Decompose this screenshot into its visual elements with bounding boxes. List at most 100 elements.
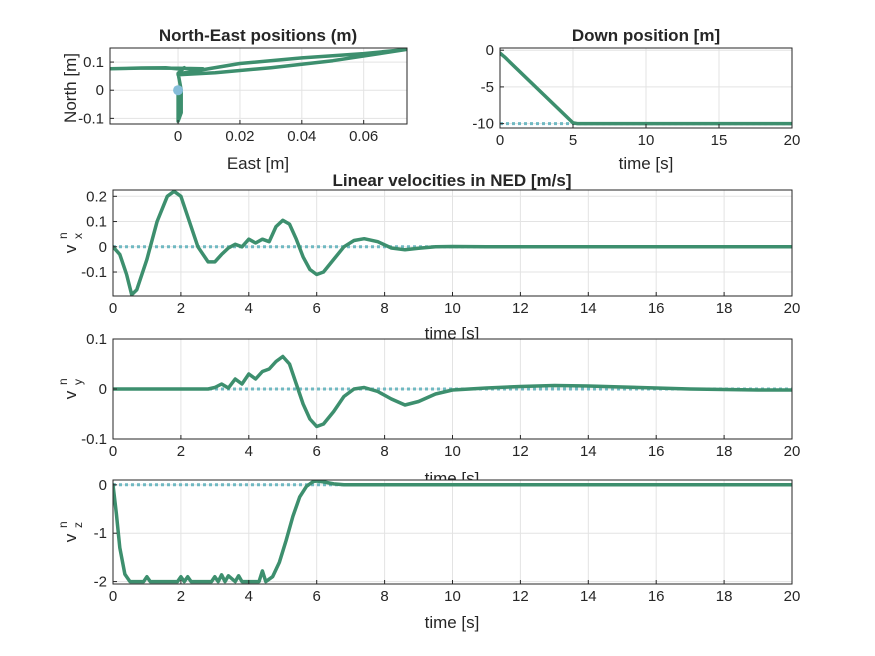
x-axis-label: time [s] — [619, 154, 674, 173]
series-line — [113, 354, 792, 429]
chart-title: Down position [m] — [572, 26, 720, 45]
x-tick-label: 20 — [784, 443, 801, 460]
series-line — [113, 190, 792, 296]
y-axis-label-subscript: z — [71, 522, 85, 528]
x-tick-label: 0 — [496, 132, 504, 149]
x-tick-label: 6 — [313, 588, 321, 605]
x-tick-label: 10 — [444, 588, 461, 605]
y-tick-label: -0.1 — [78, 110, 104, 127]
plot-area — [113, 190, 792, 296]
y-tick-label: -0.1 — [81, 264, 107, 281]
x-tick-label: 4 — [245, 300, 253, 317]
x-tick-label: 14 — [580, 588, 597, 605]
x-axis-label: time [s] — [425, 613, 480, 632]
y-axis-label-superscript: n — [56, 232, 70, 239]
y-tick-label: 0.1 — [86, 331, 107, 348]
y-tick-label: 0.1 — [86, 214, 107, 231]
x-tick-label: 16 — [648, 588, 665, 605]
x-tick-label: 5 — [569, 132, 577, 149]
y-tick-label: -0.1 — [81, 431, 107, 448]
y-tick-labels: 0.1 0 -0.1 — [78, 54, 114, 127]
axes-box — [109, 47, 408, 125]
x-tick-labels: 0 5 10 15 20 — [496, 124, 801, 149]
x-tick-label: 0 — [109, 588, 117, 605]
x-tick-label: 18 — [716, 588, 733, 605]
x-tick-labels: 0 2 4 6 8 10 12 14 16 18 20 — [109, 435, 801, 460]
y-tick-label: 0 — [99, 381, 107, 398]
y-axis-label-base: v — [61, 244, 80, 253]
panel-velocity-z: 0 -1 -2 0 2 4 6 8 10 12 14 16 18 20 time [s] v n z — [56, 477, 800, 632]
plot-area — [113, 354, 792, 429]
x-tick-label: 4 — [245, 443, 253, 460]
y-tick-label: 0 — [99, 477, 107, 494]
plot-area — [110, 48, 407, 123]
x-tick-label: 10 — [444, 300, 461, 317]
y-axis-label-subscript: y — [71, 379, 85, 385]
series-line — [113, 480, 792, 584]
y-tick-label: 0 — [99, 239, 107, 256]
x-tick-label: 0 — [109, 443, 117, 460]
grid — [112, 190, 793, 296]
plot-area — [113, 480, 792, 584]
axes-background — [110, 48, 407, 124]
x-tick-label: 4 — [245, 588, 253, 605]
x-tick-label: 14 — [580, 443, 597, 460]
y-tick-label: 0 — [96, 82, 104, 99]
y-axis-label-superscript: n — [56, 521, 70, 528]
x-tick-label: 18 — [716, 300, 733, 317]
x-tick-label: 6 — [313, 443, 321, 460]
x-tick-label: 0 — [109, 300, 117, 317]
y-tick-label: 0.2 — [86, 188, 107, 205]
x-tick-label: 0 — [174, 128, 182, 145]
x-tick-labels: 0 2 4 6 8 10 12 14 16 18 20 — [109, 292, 801, 317]
y-axis-label: v n x — [56, 232, 85, 253]
chart-title: Linear velocities in NED [m/s] — [332, 171, 571, 190]
x-tick-label: 16 — [648, 443, 665, 460]
x-tick-label: 20 — [784, 300, 801, 317]
x-tick-label: 2 — [177, 300, 185, 317]
x-tick-label: 0.04 — [287, 128, 316, 145]
y-tick-labels: 0.2 0.1 0 -0.1 — [81, 188, 117, 281]
x-tick-label: 12 — [512, 300, 529, 317]
x-tick-label: 2 — [177, 588, 185, 605]
y-tick-label: -10 — [472, 116, 494, 133]
y-tick-label: -5 — [481, 79, 494, 96]
x-tick-label: 12 — [512, 443, 529, 460]
y-axis-label-base: v — [61, 390, 80, 399]
x-axis-label: East [m] — [227, 154, 289, 173]
x-tick-label: 10 — [638, 132, 655, 149]
panel-velocity-y: 0.10-0.1 0 2 4 6 8 10 12 14 16 18 20 time [s] v n … — [56, 331, 800, 488]
y-tick-label: -1 — [94, 525, 107, 542]
y-tick-label: 0.1 — [83, 54, 104, 71]
x-tick-labels: 0 0.02 0.04 0.06 — [174, 120, 378, 145]
y-axis-label-superscript: n — [56, 378, 70, 385]
x-tick-label: 15 — [711, 132, 728, 149]
y-axis-label: v n z — [56, 521, 85, 542]
x-tick-label: 14 — [580, 300, 597, 317]
y-tick-labels: 0 -5 -10 — [472, 42, 504, 133]
x-tick-label: 18 — [716, 443, 733, 460]
x-tick-label: 2 — [177, 443, 185, 460]
y-axis-label-subscript: x — [71, 233, 85, 239]
y-tick-label: -2 — [94, 574, 107, 591]
y-axis-label: v n y — [56, 378, 85, 399]
x-tick-label: 0.02 — [225, 128, 254, 145]
x-tick-labels: 0 2 4 6 8 10 12 14 16 18 20 — [109, 580, 800, 605]
y-axis-label-base: v — [61, 533, 80, 542]
chart-title: North-East positions (m) — [159, 26, 357, 45]
panel-velocity-x: 0.2 0.1 0 -0.1 0 2 4 6 8 10 12 14 16 18 20 time [s] L… — [56, 171, 800, 343]
x-tick-label: 0.06 — [349, 128, 378, 145]
y-tick-labels: 0.1 0 -0.1 — [81, 331, 117, 448]
panel-north-east-positions: 0 0.02 0.04 0.06 0.1 0 -0.1 North-East positi… — [61, 26, 408, 173]
x-tick-label: 16 — [648, 300, 665, 317]
y-tick-label: 0 — [486, 42, 494, 59]
y-tick-labels: 0 -1 -2 — [94, 477, 117, 591]
y-axis-label: North [m] — [61, 53, 80, 123]
x-tick-label: 10 — [444, 443, 461, 460]
x-tick-label: 20 — [784, 132, 801, 149]
x-tick-label: 6 — [313, 300, 321, 317]
start-point-marker — [173, 85, 184, 96]
x-tick-label: 8 — [380, 300, 388, 317]
